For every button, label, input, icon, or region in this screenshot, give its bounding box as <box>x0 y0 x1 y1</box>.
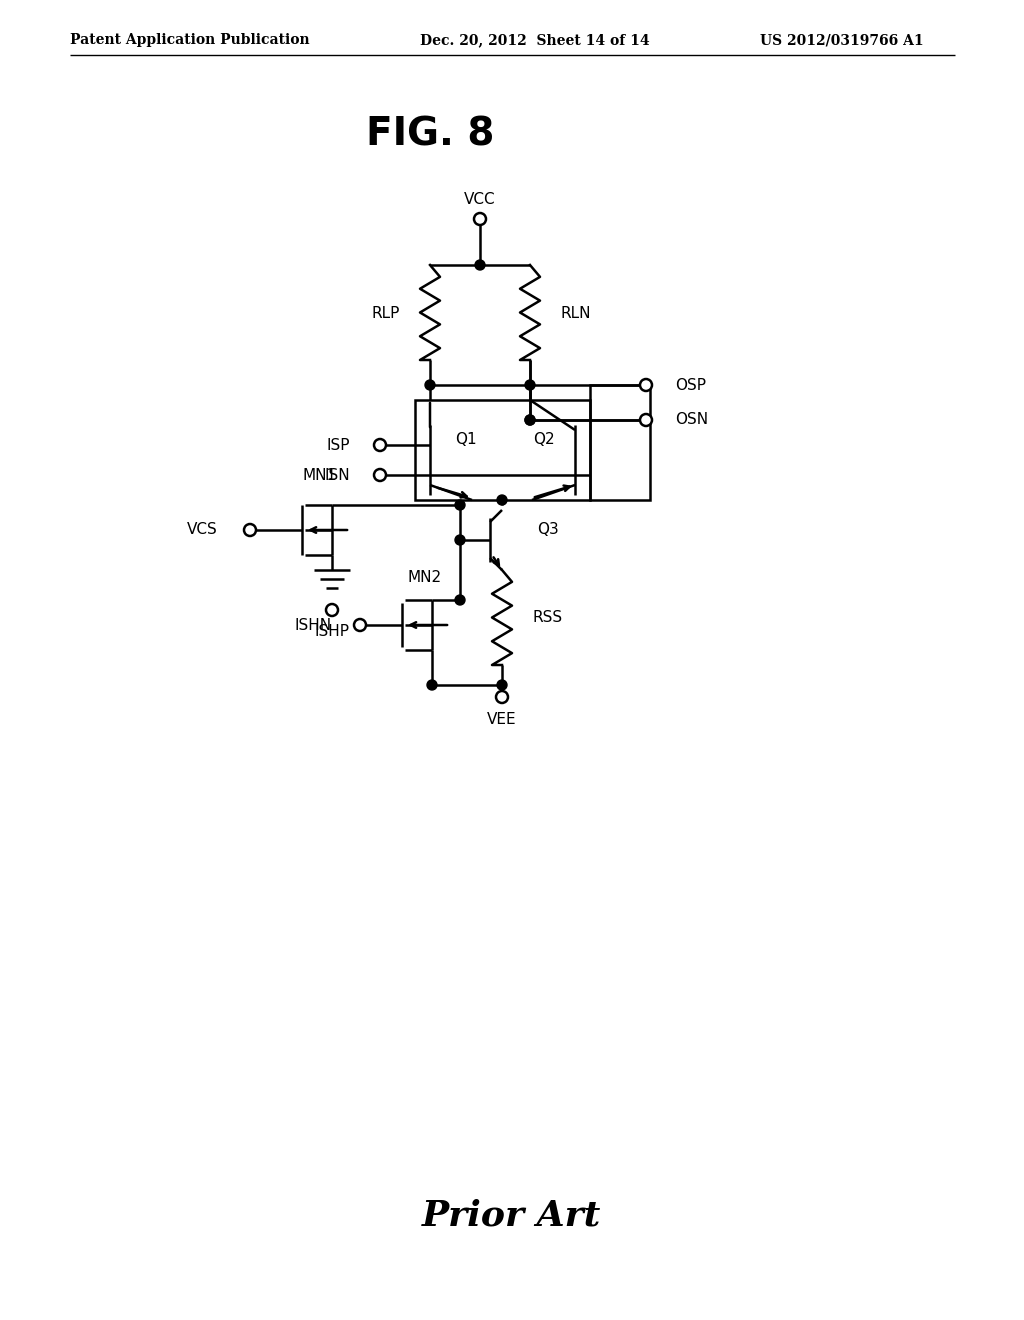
Circle shape <box>374 469 386 480</box>
Text: Prior Art: Prior Art <box>422 1199 602 1232</box>
Text: OSN: OSN <box>675 412 709 428</box>
Circle shape <box>455 535 465 545</box>
Text: FIG. 8: FIG. 8 <box>366 116 495 154</box>
Text: ISHP: ISHP <box>314 624 349 639</box>
Circle shape <box>326 605 338 616</box>
Text: RLN: RLN <box>560 305 591 321</box>
Circle shape <box>374 440 386 451</box>
Circle shape <box>496 690 508 704</box>
Circle shape <box>474 213 486 224</box>
Text: RLP: RLP <box>372 305 400 321</box>
Text: VEE: VEE <box>487 713 517 727</box>
Circle shape <box>455 500 465 510</box>
Text: MN2: MN2 <box>408 569 442 585</box>
Text: ISP: ISP <box>327 437 350 453</box>
Text: OSP: OSP <box>675 378 706 392</box>
Circle shape <box>497 495 507 506</box>
Circle shape <box>640 379 652 391</box>
Text: ISN: ISN <box>325 467 350 483</box>
Circle shape <box>455 595 465 605</box>
Text: VCC: VCC <box>464 193 496 207</box>
Text: Q3: Q3 <box>537 523 559 537</box>
Circle shape <box>525 414 535 425</box>
Circle shape <box>354 619 366 631</box>
Circle shape <box>497 680 507 690</box>
Circle shape <box>427 680 437 690</box>
Circle shape <box>475 260 485 271</box>
Text: VCS: VCS <box>187 523 218 537</box>
Text: US 2012/0319766 A1: US 2012/0319766 A1 <box>760 33 924 48</box>
Text: Patent Application Publication: Patent Application Publication <box>70 33 309 48</box>
Text: Q2: Q2 <box>534 433 555 447</box>
Bar <box>590 385 650 500</box>
Text: MN1: MN1 <box>303 467 337 483</box>
Circle shape <box>640 414 652 426</box>
Text: ISHN: ISHN <box>295 618 332 632</box>
Bar <box>415 400 590 500</box>
Circle shape <box>525 414 535 425</box>
Circle shape <box>244 524 256 536</box>
Circle shape <box>425 380 435 389</box>
Text: Dec. 20, 2012  Sheet 14 of 14: Dec. 20, 2012 Sheet 14 of 14 <box>420 33 649 48</box>
Text: RSS: RSS <box>532 610 562 626</box>
Text: Q1: Q1 <box>455 433 476 447</box>
Circle shape <box>525 380 535 389</box>
